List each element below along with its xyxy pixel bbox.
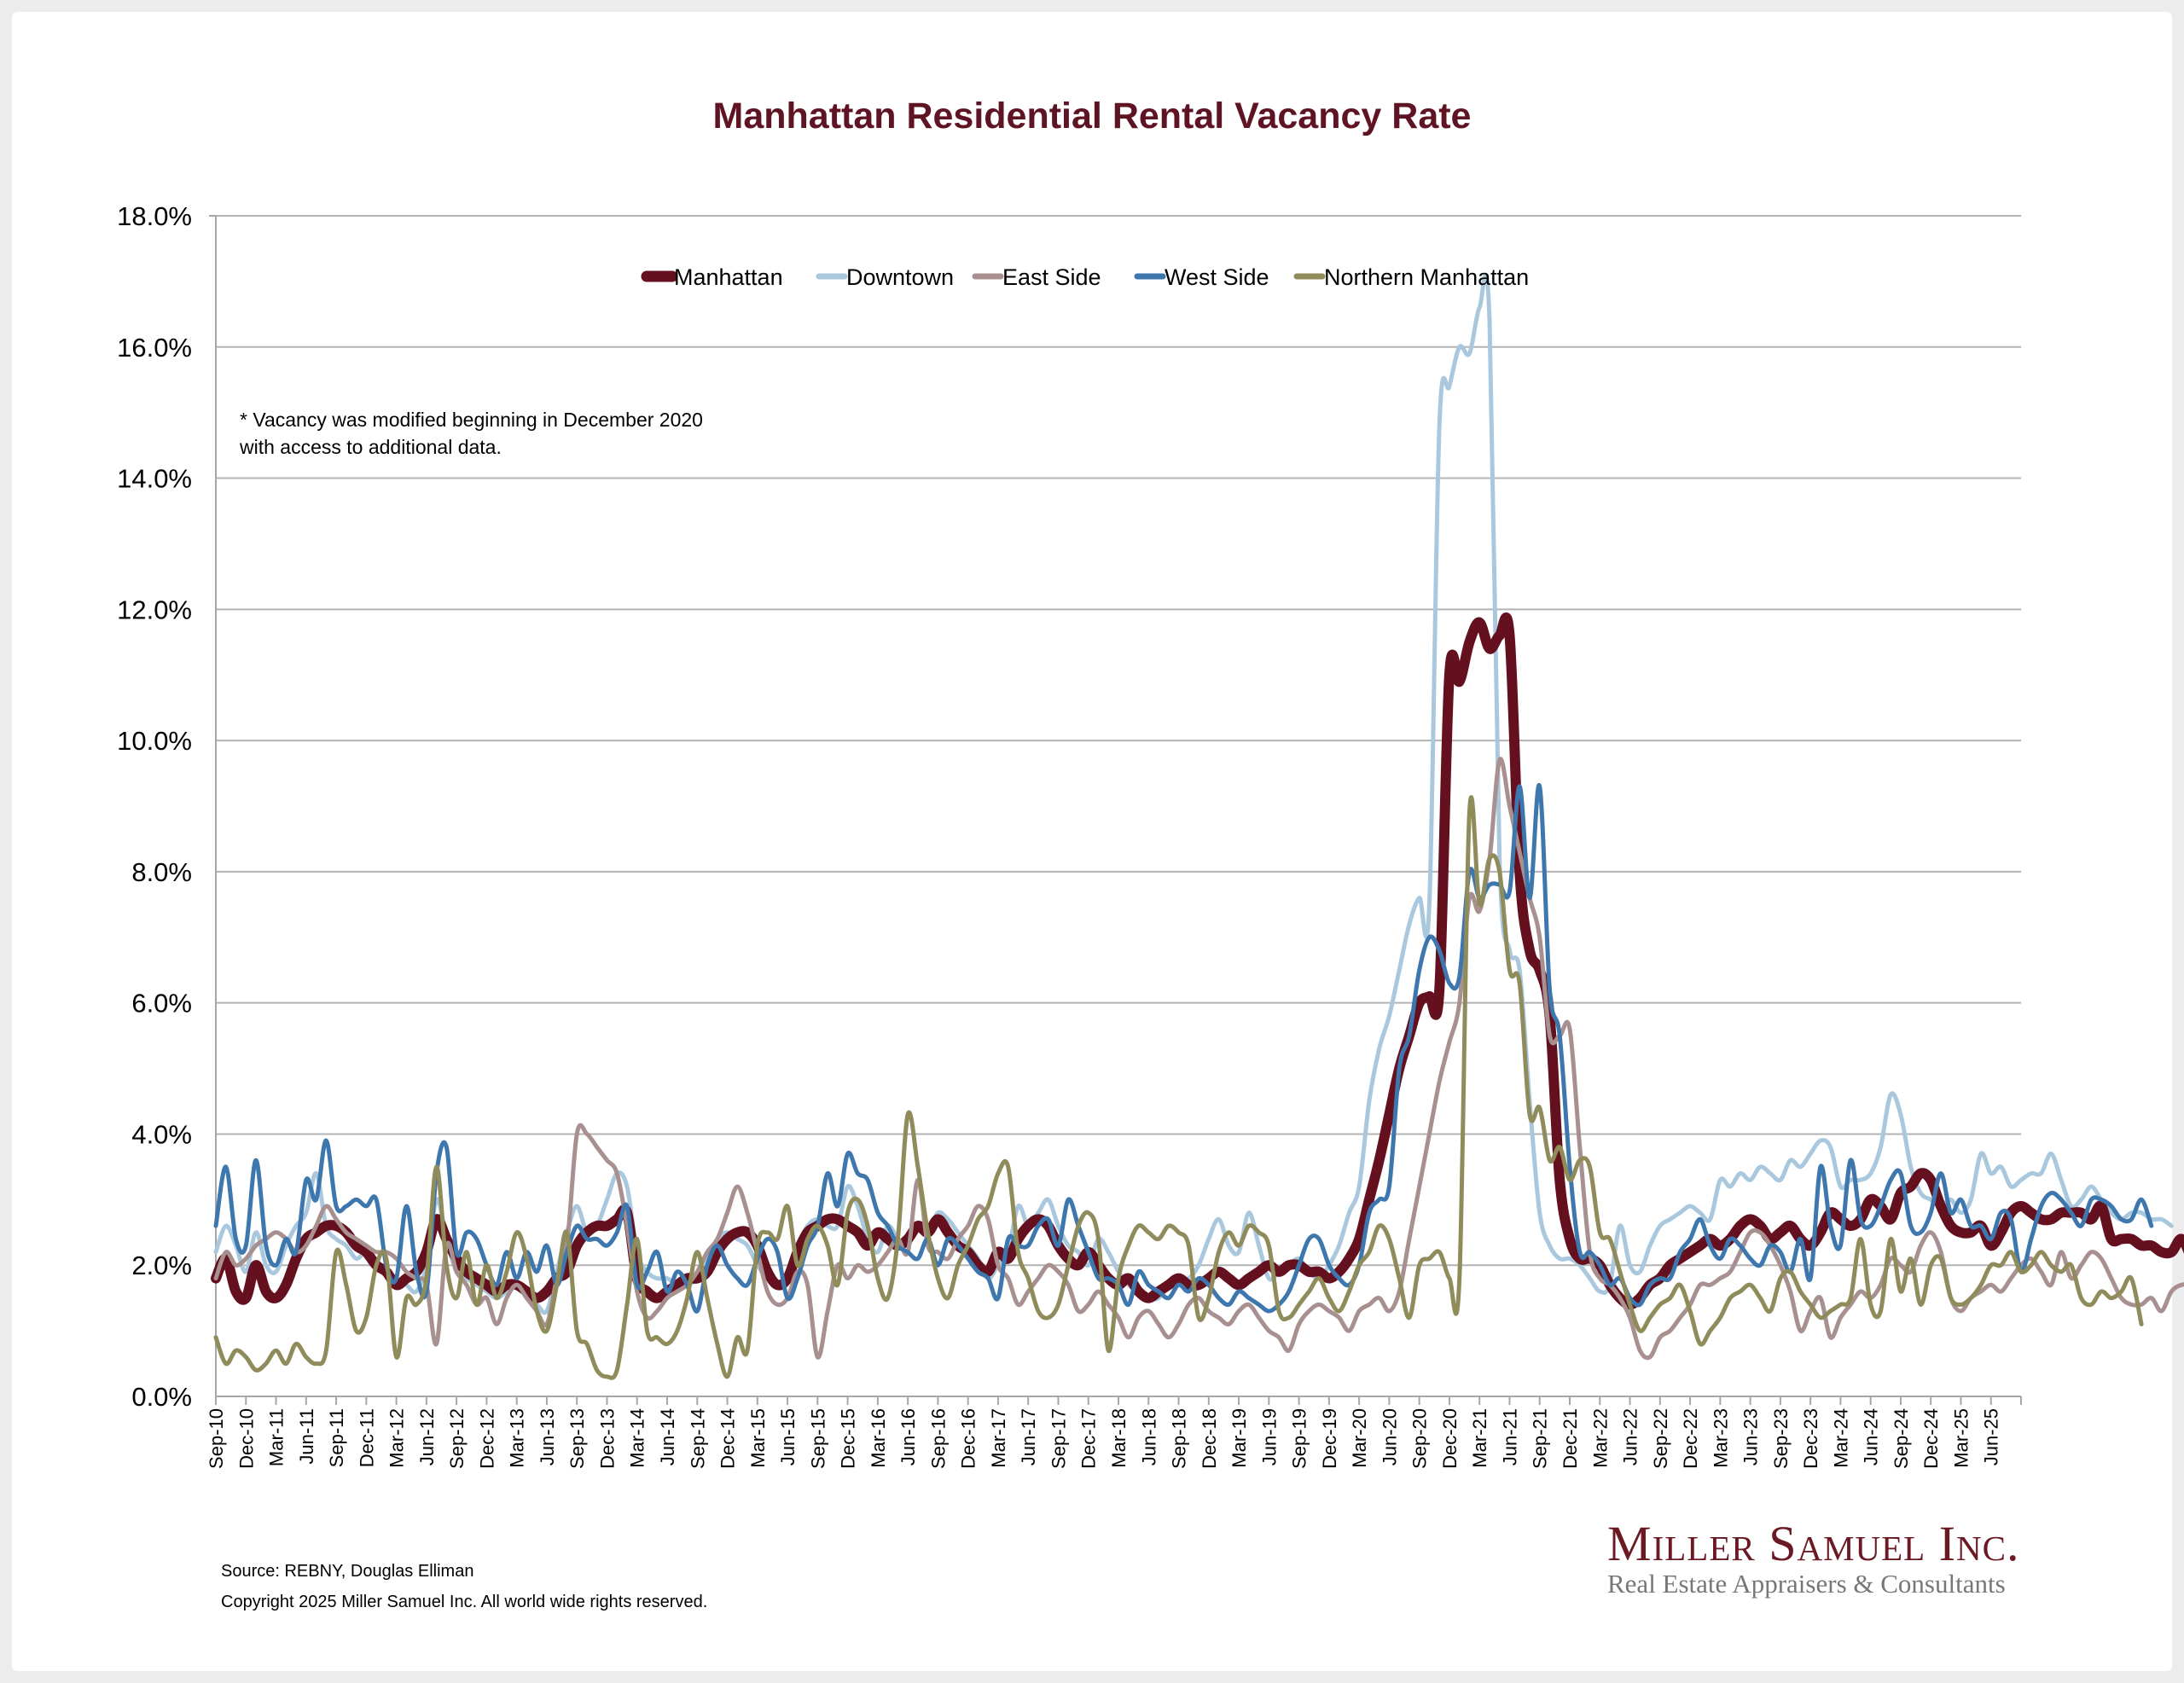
x-tick-label: Dec-12 — [476, 1408, 497, 1469]
legend-label-manhattan: Manhattan — [674, 264, 783, 290]
x-tick-label: Dec-15 — [838, 1408, 859, 1469]
x-tick-label: Mar-18 — [1108, 1408, 1130, 1468]
x-tick-label: Dec-23 — [1800, 1408, 1821, 1469]
x-tick-label: Jun-15 — [777, 1408, 799, 1465]
x-tick-label: Jun-21 — [1499, 1408, 1520, 1465]
x-tick-label: Mar-11 — [266, 1408, 288, 1466]
legend-label-downtown: Downtown — [846, 264, 954, 290]
x-tick-label: Mar-22 — [1589, 1408, 1611, 1468]
logo-tagline: Real Estate Appraisers & Consultants — [1607, 1569, 2006, 1599]
x-tick-label: Sep-15 — [807, 1408, 828, 1469]
x-tick-label: Mar-25 — [1950, 1408, 1972, 1468]
x-tick-label: Sep-22 — [1650, 1408, 1671, 1469]
copyright-text: Copyright 2025 Miller Samuel Inc. All wo… — [221, 1593, 708, 1611]
x-tick-label: Jun-23 — [1740, 1408, 1762, 1465]
company-logo: Miller Samuel Inc. Real Estate Appraiser… — [1607, 1515, 2051, 1599]
legend-label-east-side: East Side — [1002, 264, 1101, 290]
x-tick-label: Dec-22 — [1680, 1408, 1701, 1469]
x-tick-label: Mar-19 — [1228, 1408, 1250, 1468]
x-tick-label: Dec-11 — [356, 1408, 377, 1467]
footer: Source: REBNY, Douglas Elliman Copyright… — [221, 1556, 707, 1617]
gridlines — [209, 215, 2021, 1396]
legend-label-northern-manhattan: Northern Manhattan — [1324, 264, 1529, 290]
chart-title: Manhattan Residential Rental Vacancy Rat… — [712, 96, 1472, 136]
x-tick-label: Sep-10 — [206, 1408, 227, 1469]
x-tick-label: Dec-19 — [1319, 1408, 1340, 1469]
x-tick-label: Sep-13 — [566, 1408, 588, 1469]
series-line-west-side — [213, 782, 2154, 1314]
logo-name: Miller Samuel Inc. — [1607, 1516, 2020, 1571]
x-tick-label: Jun-13 — [537, 1408, 558, 1465]
x-tick-label: Jun-16 — [897, 1408, 919, 1465]
x-tick-label: Jun-22 — [1620, 1408, 1641, 1465]
y-tick-label: 10.0% — [117, 726, 192, 756]
series-lines — [211, 272, 2184, 1380]
x-tick-label: Jun-17 — [1018, 1408, 1039, 1465]
x-tick-label: Dec-21 — [1560, 1408, 1581, 1469]
y-tick-label: 6.0% — [131, 989, 192, 1019]
source-text: Source: REBNY, Douglas Elliman — [221, 1562, 474, 1581]
x-tick-label: Mar-16 — [868, 1408, 889, 1468]
x-tick-label: Jun-19 — [1258, 1408, 1280, 1465]
x-tick-label: Sep-18 — [1169, 1408, 1190, 1469]
x-tick-label: Jun-24 — [1861, 1408, 1882, 1465]
x-tick-label: Mar-23 — [1710, 1408, 1731, 1468]
x-tick-label: Dec-16 — [958, 1408, 979, 1469]
x-tick-label: Mar-21 — [1469, 1408, 1490, 1468]
y-tick-label: 0.0% — [131, 1382, 192, 1412]
x-tick-label: Dec-18 — [1199, 1408, 1220, 1469]
y-tick-label: 8.0% — [131, 857, 192, 887]
x-tick-label: Jun-11 — [296, 1408, 317, 1465]
y-tick-label: 14.0% — [117, 464, 192, 494]
x-tick-label: Jun-14 — [657, 1408, 678, 1465]
x-tick-label: Sep-17 — [1048, 1408, 1069, 1469]
y-tick-label: 16.0% — [117, 333, 192, 363]
x-tick-label: Jun-20 — [1379, 1408, 1400, 1465]
y-tick-label: 18.0% — [117, 201, 192, 231]
x-tick-label: Mar-24 — [1830, 1408, 1851, 1468]
x-tick-label: Mar-15 — [747, 1408, 769, 1468]
x-tick-label: Sep-11 — [326, 1408, 347, 1467]
note-line-2: with access to additional data. — [240, 436, 502, 458]
y-tick-label: 4.0% — [131, 1119, 192, 1149]
x-tick-label: Dec-13 — [596, 1408, 618, 1469]
x-tick-label: Mar-14 — [627, 1408, 648, 1468]
x-axis: Sep-10 Dec-10 Mar-11 Jun-11 Sep-11 Dec-11 Mar-… — [206, 1396, 2022, 1469]
x-tick-label: Jun-18 — [1138, 1408, 1159, 1465]
x-tick-label: Sep-19 — [1289, 1408, 1310, 1469]
x-tick-label: Mar-17 — [988, 1408, 1009, 1468]
y-axis-tick-labels: 0.0% 2.0% 4.0% 6.0% 8.0% 10.0% 12.0% 14.0% 16.0%… — [117, 201, 192, 1412]
x-tick-label: Mar-20 — [1349, 1408, 1370, 1468]
x-tick-label: Sep-14 — [687, 1408, 708, 1469]
x-tick-label: Dec-24 — [1920, 1408, 1942, 1469]
x-tick-label: Mar-12 — [386, 1408, 408, 1468]
series-line-northern-manhattan — [213, 795, 2144, 1380]
y-tick-label: 2.0% — [131, 1251, 192, 1280]
legend: Manhattan Downtown East Side West Side North… — [641, 264, 1529, 290]
x-tick-label: Dec-10 — [235, 1408, 257, 1469]
x-tick-label: Jun-25 — [1981, 1408, 2002, 1465]
x-tick-label: Mar-13 — [507, 1408, 528, 1468]
x-tick-label: Sep-20 — [1409, 1408, 1431, 1469]
series-line-manhattan — [211, 612, 2184, 1310]
vacancy-note: * Vacancy was modified beginning in Dece… — [240, 406, 703, 461]
x-tick-label: Sep-23 — [1770, 1408, 1792, 1469]
x-tick-label: Sep-16 — [927, 1408, 949, 1469]
x-tick-label: Sep-24 — [1891, 1408, 1912, 1469]
page-frame — [12, 12, 2172, 1671]
x-tick-label: Dec-14 — [717, 1408, 739, 1469]
x-tick-label: Sep-21 — [1530, 1408, 1551, 1469]
y-tick-label: 12.0% — [117, 595, 192, 624]
x-tick-label: Sep-12 — [446, 1408, 468, 1469]
x-tick-label: Jun-12 — [416, 1408, 438, 1465]
legend-label-west-side: West Side — [1165, 264, 1269, 290]
x-tick-label: Dec-17 — [1078, 1408, 1100, 1469]
note-line-1: * Vacancy was modified beginning in Dece… — [240, 409, 703, 431]
x-tick-label: Dec-20 — [1439, 1408, 1461, 1469]
